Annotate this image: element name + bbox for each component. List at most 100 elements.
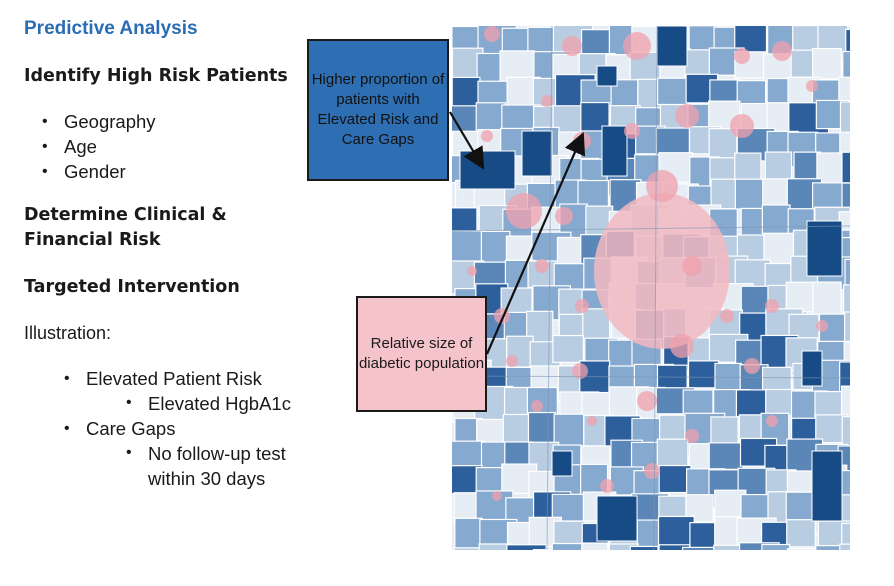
population-bubble (506, 193, 542, 229)
map-metro-bubble (594, 193, 730, 349)
heading-identify: Identify High Risk Patients (24, 66, 288, 86)
population-bubble (816, 320, 828, 332)
map-canvas (452, 26, 850, 550)
population-bubble (484, 26, 500, 42)
population-bubble (494, 308, 510, 324)
map-region (812, 281, 842, 320)
population-bubble (675, 104, 699, 128)
choropleth-map (452, 26, 850, 550)
callout-elevated-risk-text: Higher proportion of patients with Eleva… (311, 71, 445, 148)
map-region (713, 544, 746, 550)
bullet-care-gaps: Care Gaps (64, 416, 296, 441)
population-bubble (562, 36, 582, 56)
callout-diabetic-population-text: Relative size of diabetic population (358, 335, 485, 372)
heading-determine-line2: Financial Risk (24, 230, 161, 250)
bullet-gender: Gender (42, 159, 156, 184)
map-region-high-risk (801, 350, 823, 387)
map-region (478, 543, 512, 550)
map-region (786, 519, 816, 548)
population-bubble (623, 32, 651, 60)
population-bubble (587, 416, 597, 426)
map-region (840, 385, 850, 419)
identify-list: Geography Age Gender (42, 109, 156, 184)
sub-bullet-hgba1c: Elevated HgbA1c (126, 390, 296, 416)
map-region (551, 542, 591, 550)
population-bubble (730, 114, 754, 138)
population-bubble (685, 429, 699, 443)
population-bubble (637, 391, 657, 411)
heading-targeted: Targeted Intervention (24, 277, 240, 297)
bullet-age: Age (42, 134, 156, 159)
map-region-high-risk (596, 65, 618, 87)
map-region-high-risk (459, 150, 516, 190)
map-region-high-risk (601, 125, 628, 177)
population-bubble (646, 170, 678, 202)
map-region (658, 544, 691, 550)
callout-elevated-risk: Higher proportion of patients with Eleva… (307, 39, 449, 181)
map-region-high-risk (656, 26, 688, 67)
bullet-care-gaps-label: Care Gaps (86, 418, 176, 439)
map-region (765, 388, 796, 417)
population-bubble (572, 363, 588, 379)
map-region-high-risk (521, 130, 553, 177)
map-region-high-risk (811, 450, 843, 522)
map-region (842, 284, 850, 322)
population-bubble (744, 358, 760, 374)
map-region (687, 360, 720, 389)
population-bubble (573, 132, 591, 150)
population-bubble (772, 41, 792, 61)
map-region (658, 464, 692, 494)
population-bubble (600, 479, 614, 493)
map-region (527, 411, 556, 445)
map-region (815, 545, 843, 550)
map-region (841, 522, 850, 550)
population-bubble (555, 207, 573, 225)
map-region (845, 28, 850, 67)
text-panel: Predictive Analysis Identify High Risk P… (0, 0, 310, 586)
population-bubble (535, 259, 549, 273)
map-region (841, 182, 850, 223)
callout-diabetic-population: Relative size of diabetic population (356, 296, 487, 412)
sub-bullet-followup: No follow-up test within 30 days (126, 440, 288, 491)
illustration-list: Elevated Patient Risk Elevated HgbA1c Ca… (64, 366, 296, 491)
map-road (653, 26, 658, 550)
population-bubble (467, 266, 477, 276)
sub-bullet-followup-label: No follow-up test within 30 days (148, 443, 286, 489)
map-region (843, 341, 850, 376)
map-region-high-risk (806, 220, 843, 277)
population-bubble (492, 491, 502, 501)
map-region (761, 204, 791, 235)
map-region (657, 77, 689, 106)
map-region (581, 542, 609, 550)
map-region (552, 334, 584, 363)
map-region-high-risk (596, 495, 638, 542)
map-region (844, 311, 850, 352)
population-bubble (624, 123, 640, 139)
population-bubble (765, 299, 779, 313)
map-region (841, 151, 850, 189)
map-region (657, 515, 695, 546)
map-region (844, 258, 850, 288)
map-region (761, 543, 791, 550)
map-region (629, 545, 659, 550)
population-bubble (575, 299, 589, 313)
map-region (708, 442, 745, 470)
map-region (454, 517, 483, 550)
bullet-geography: Geography (42, 109, 155, 134)
page-title: Predictive Analysis (24, 18, 198, 39)
map-region (608, 543, 639, 550)
map-region (839, 101, 850, 137)
population-bubble (720, 309, 734, 323)
illustration-label: Illustration: (24, 323, 112, 343)
map-region (842, 50, 850, 86)
map-region (734, 178, 765, 210)
map-region (480, 230, 511, 266)
bullet-elevated-risk-label: Elevated Patient Risk (86, 368, 262, 389)
population-bubble (806, 80, 818, 92)
bullet-elevated-risk: Elevated Patient Risk (64, 366, 296, 391)
population-bubble (734, 48, 750, 64)
population-bubble (481, 130, 493, 142)
population-bubble (531, 400, 543, 412)
map-region (841, 416, 850, 449)
map-region (812, 47, 842, 80)
